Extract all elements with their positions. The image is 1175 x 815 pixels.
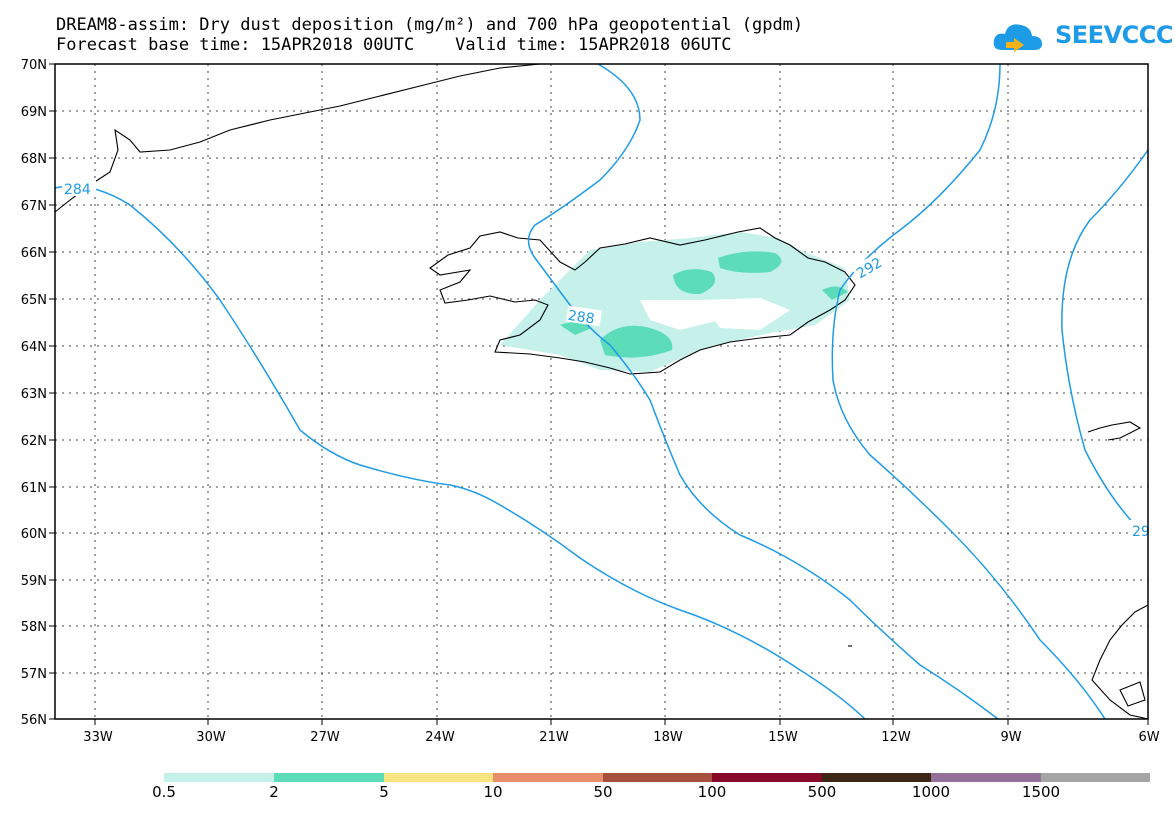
lon-label: 27W [310,730,340,745]
legend-box-3 [493,773,603,782]
gridlines [55,64,1148,719]
lon-label: 30W [196,730,226,745]
lat-label: 58N [21,620,47,635]
contour-label-284: 284 [64,182,91,198]
lat-label: 69N [21,105,47,120]
lat-label: 62N [21,434,47,449]
lon-label: 33W [83,730,113,745]
legend-box-8 [1041,773,1150,782]
lat-label: 70N [21,58,47,73]
lat-label: 60N [21,527,47,542]
lat-label: 59N [21,574,47,589]
chart-title: DREAM8-assim: Dry dust deposition (mg/m²… [56,15,804,35]
lon-label: 18W [653,730,683,745]
map-frame [54,63,1149,720]
lon-label: 9W [1000,730,1021,745]
lat-label: 68N [21,152,47,167]
contour-label-29: 29 [1132,524,1150,540]
lat-label: 61N [21,481,47,496]
tick-marks [49,63,1149,725]
legend-box-4 [603,773,712,782]
longitude-labels: 33W 30W 27W 24W 21W 18W 15W 12W 9W 6W [83,730,1159,745]
legend-box-5 [712,773,822,782]
lon-label: 24W [425,730,455,745]
lat-label: 57N [21,667,47,682]
latitude-labels: 70N 69N 68N 67N 66N 65N 64N 63N 62N 61N … [21,58,47,728]
coastlines [54,63,1149,720]
legend-label: 50 [593,783,613,801]
lon-label: 12W [881,730,911,745]
lon-label: 15W [768,730,798,745]
legend-box-2 [384,773,493,782]
contour-labels: 284 288 292 29 [62,180,1150,540]
legend-label: 0.5 [152,783,176,801]
lat-label: 64N [21,340,47,355]
lon-label: 21W [539,730,569,745]
dust-deposition-field [500,232,850,372]
geopotential-contours [54,63,1149,720]
logo-text: SEEVCCC [1055,21,1174,49]
legend-label: 5 [379,783,389,801]
legend-label: 500 [807,783,837,801]
legend-label: 1500 [1021,783,1061,801]
legend-box-1 [274,773,384,782]
legend-label: 10 [483,783,503,801]
legend-label: 100 [697,783,727,801]
lat-label: 63N [21,387,47,402]
lat-label: 65N [21,293,47,308]
lat-label: 67N [21,199,47,214]
legend-label: 2 [269,783,279,801]
cloud-icon [993,24,1042,52]
chart-subtitle: Forecast base time: 15APR2018 00UTC Vali… [56,35,732,55]
legend-box-0 [164,773,274,782]
contour-label-288: 288 [567,308,596,328]
lon-label: 6W [1138,730,1159,745]
lat-label: 56N [21,713,47,728]
legend-label: 1000 [911,783,951,801]
legend-box-6 [822,773,931,782]
lat-label: 66N [21,246,47,261]
legend-box-7 [931,773,1041,782]
